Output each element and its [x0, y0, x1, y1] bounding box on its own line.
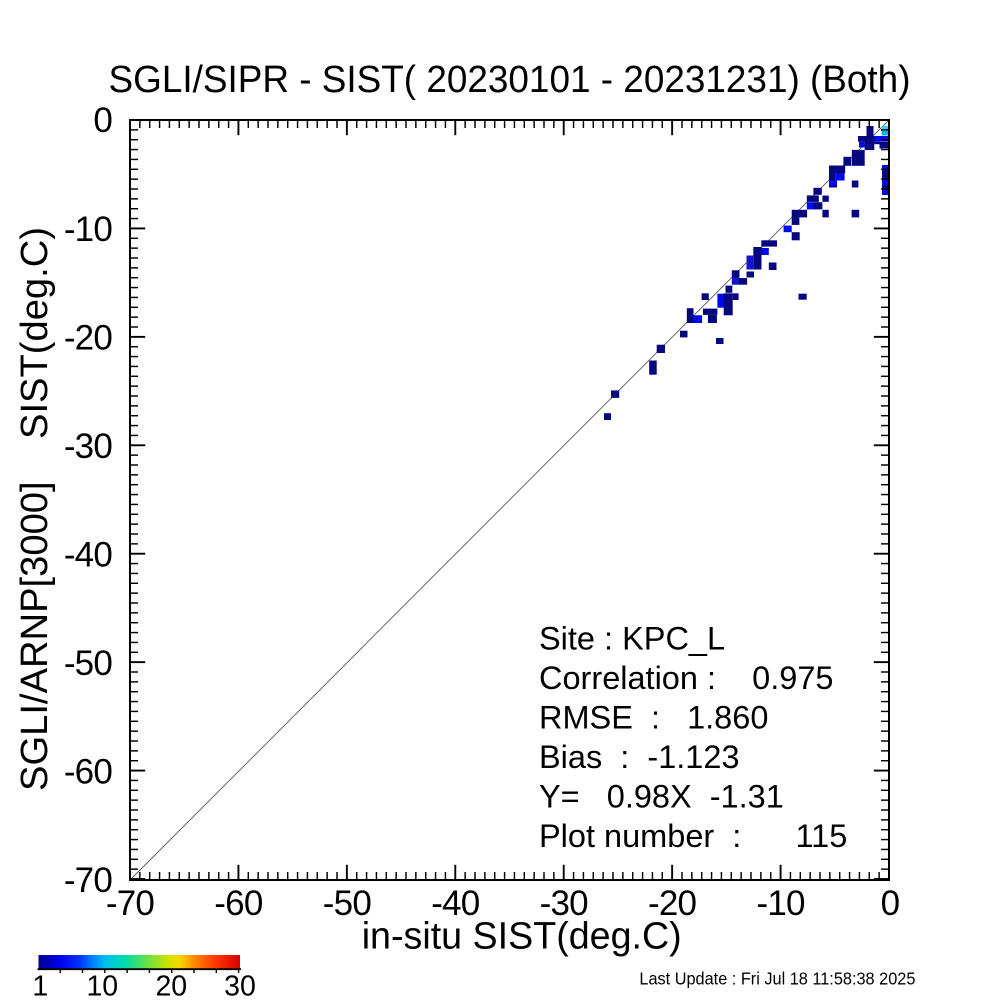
svg-text:-40: -40: [64, 536, 113, 575]
svg-text:20: 20: [155, 971, 187, 1000]
svg-text:SGLI/SIPR - SIST( 20230101 - 2: SGLI/SIPR - SIST( 20230101 - 20231231) (…: [109, 59, 911, 101]
svg-text:Correlation : 0.975: Correlation : 0.975: [539, 660, 833, 696]
svg-text:-20: -20: [64, 318, 113, 357]
svg-text:0: 0: [93, 101, 112, 140]
svg-text:0: 0: [881, 884, 900, 923]
svg-text:Site : KPC_L: Site : KPC_L: [539, 620, 725, 656]
svg-text:-60: -60: [214, 884, 263, 923]
svg-text:Bias : -1.123: Bias : -1.123: [539, 739, 740, 775]
svg-text:Last Update : Fri Jul 18 11:58: Last Update : Fri Jul 18 11:58:38 2025: [639, 968, 915, 988]
svg-text:Plot number : 115: Plot number : 115: [539, 818, 847, 854]
svg-text:-10: -10: [64, 210, 113, 249]
svg-text:-30: -30: [64, 427, 113, 466]
svg-text:-40: -40: [431, 884, 480, 923]
svg-text:Y= 0.98X -1.31: Y= 0.98X -1.31: [539, 778, 784, 814]
svg-text:RMSE : 1.860: RMSE : 1.860: [539, 699, 768, 735]
svg-text:-20: -20: [648, 884, 697, 923]
svg-text:SGLI/ARNP[3000] SIST(deg.C): SGLI/ARNP[3000] SIST(deg.C): [14, 227, 56, 791]
svg-text:-50: -50: [64, 644, 113, 683]
svg-text:-70: -70: [64, 861, 113, 900]
svg-text:-60: -60: [64, 753, 113, 792]
svg-text:10: 10: [86, 971, 118, 1000]
svg-text:-10: -10: [757, 884, 806, 923]
svg-text:1: 1: [32, 971, 48, 1000]
svg-text:-30: -30: [540, 884, 589, 923]
svg-text:-70: -70: [106, 884, 155, 923]
svg-text:30: 30: [224, 971, 256, 1000]
svg-text:-50: -50: [323, 884, 372, 923]
svg-text:in-situ SIST(deg.C): in-situ SIST(deg.C): [362, 916, 682, 958]
